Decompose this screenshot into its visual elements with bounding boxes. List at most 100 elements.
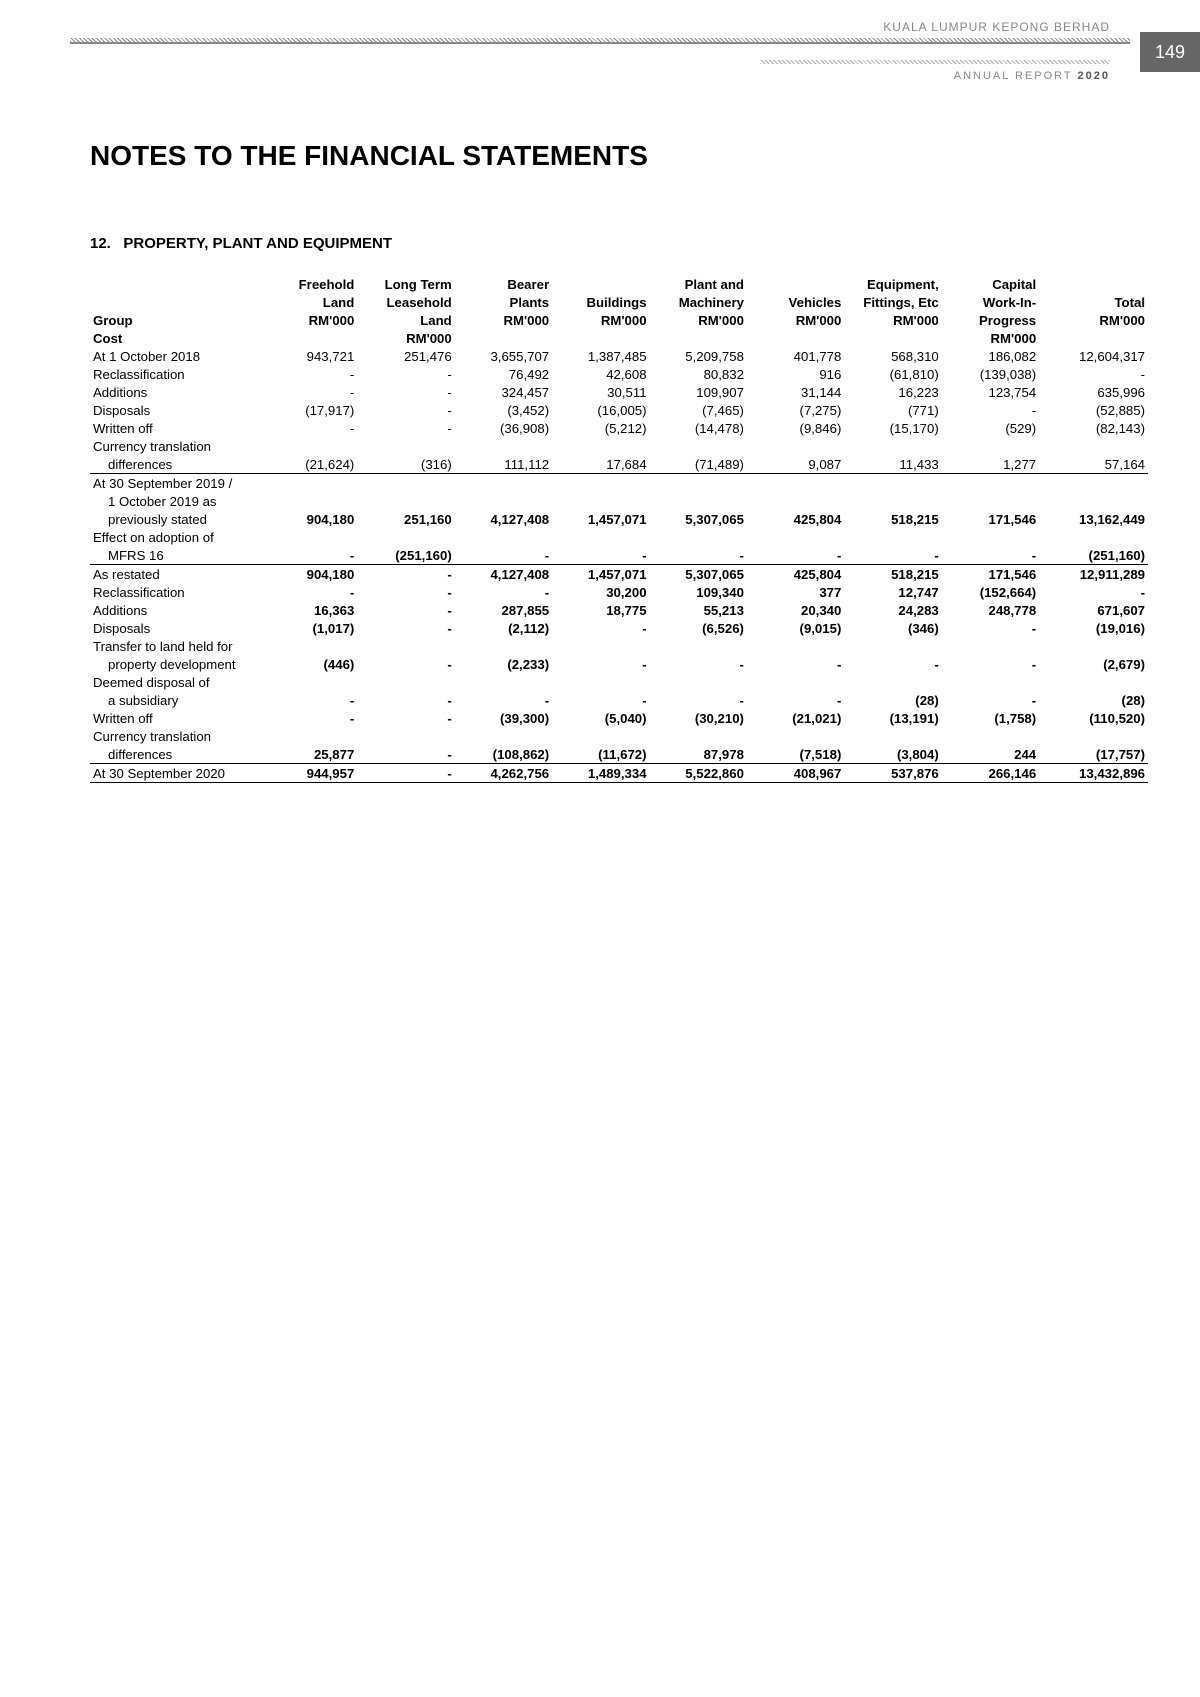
table-cell: 87,978 [650,745,747,764]
table-cell [942,637,1039,655]
table-cell [1039,637,1148,655]
table-cell [260,727,357,745]
section-label: Cost [90,329,260,347]
table-cell [844,673,941,691]
table-cell: - [357,401,454,419]
table-cell: (1,017) [260,619,357,637]
table-cell: 4,127,408 [455,510,552,528]
table-cell: - [357,745,454,764]
table-cell [1039,528,1148,546]
table-cell: - [357,691,454,709]
table-cell: 5,307,065 [650,565,747,584]
table-cell: 12,911,289 [1039,565,1148,584]
table-cell [650,474,747,493]
table-cell: (7,275) [747,401,844,419]
table-cell [357,727,454,745]
table-cell [1039,474,1148,493]
table-cell: (3,804) [844,745,941,764]
col-h2: Plants [455,293,552,311]
page-number: 149 [1140,32,1200,72]
row-label: Additions [90,383,260,401]
table-cell [357,528,454,546]
row-label: Disposals [90,619,260,637]
table-row: a subsidiary------(28)-(28) [90,691,1148,709]
col-unit: RM'000 [844,311,941,329]
table-cell: (251,160) [1039,546,1148,565]
table-cell: (13,191) [844,709,941,727]
table-cell [455,727,552,745]
table-cell: - [942,401,1039,419]
row-label: Written off [90,709,260,727]
table-cell: 11,433 [844,455,941,474]
table-cell: - [260,383,357,401]
row-label: Disposals [90,401,260,419]
table-cell [260,528,357,546]
table-cell: 30,200 [552,583,649,601]
table-row: Additions16,363-287,85518,77555,21320,34… [90,601,1148,619]
table-cell: - [455,546,552,565]
table-cell: - [942,546,1039,565]
table-cell [650,492,747,510]
table-cell: 55,213 [650,601,747,619]
table-cell: - [260,691,357,709]
table-cell: 287,855 [455,601,552,619]
table-cell: 251,160 [357,510,454,528]
table-cell: 1,457,071 [552,510,649,528]
table-cell: 244 [942,745,1039,764]
row-label: differences [90,455,260,474]
table-row: Transfer to land held for [90,637,1148,655]
table-cell: (11,672) [552,745,649,764]
table-cell [844,637,941,655]
table-cell: 266,146 [942,764,1039,783]
table-cell: (771) [844,401,941,419]
table-cell [455,492,552,510]
table-cell [747,437,844,455]
table-cell: 186,082 [942,347,1039,365]
table-cell: - [260,419,357,437]
col-unit: RM'000 [1039,311,1148,329]
table-cell: - [357,601,454,619]
table-cell: - [357,383,454,401]
col-h1: Equipment, [844,275,941,293]
table-cell [942,727,1039,745]
table-row: Disposals(1,017)-(2,112)-(6,526)(9,015)(… [90,619,1148,637]
table-cell: 13,432,896 [1039,764,1148,783]
table-cell [1039,673,1148,691]
table-cell: (9,846) [747,419,844,437]
table-cell: 123,754 [942,383,1039,401]
table-cell [844,528,941,546]
note-heading: 12. PROPERTY, PLANT AND EQUIPMENT [90,235,392,252]
table-cell: (2,112) [455,619,552,637]
table-row: As restated904,180-4,127,4081,457,0715,3… [90,565,1148,584]
col-h2: Machinery [650,293,747,311]
col-h1 [747,275,844,293]
table-head: Freehold Long Term Bearer Plant and Equi… [90,275,1148,347]
table-cell: - [260,546,357,565]
table-cell [650,528,747,546]
table-row: differences25,877-(108,862)(11,672)87,97… [90,745,1148,764]
table-cell: 916 [747,365,844,383]
table-cell: (3,452) [455,401,552,419]
table-cell: (346) [844,619,941,637]
table-cell: (52,885) [1039,401,1148,419]
table-cell: 31,144 [747,383,844,401]
table-cell: 401,778 [747,347,844,365]
table-cell: 671,607 [1039,601,1148,619]
table-cell [844,437,941,455]
table-cell: 4,127,408 [455,565,552,584]
table-cell [747,474,844,493]
table-row: At 30 September 2020944,957-4,262,7561,4… [90,764,1148,783]
table-cell [455,637,552,655]
table-cell: 408,967 [747,764,844,783]
col-h1: Bearer [455,275,552,293]
table-cell [260,474,357,493]
table-cell: (21,021) [747,709,844,727]
note-number: 12. [90,235,111,252]
table-cell [552,528,649,546]
col-h2: Fittings, Etc [844,293,941,311]
table-cell: - [357,655,454,673]
table-cell: 42,608 [552,365,649,383]
table-cell [844,474,941,493]
table-cell [1039,492,1148,510]
table-cell: 377 [747,583,844,601]
